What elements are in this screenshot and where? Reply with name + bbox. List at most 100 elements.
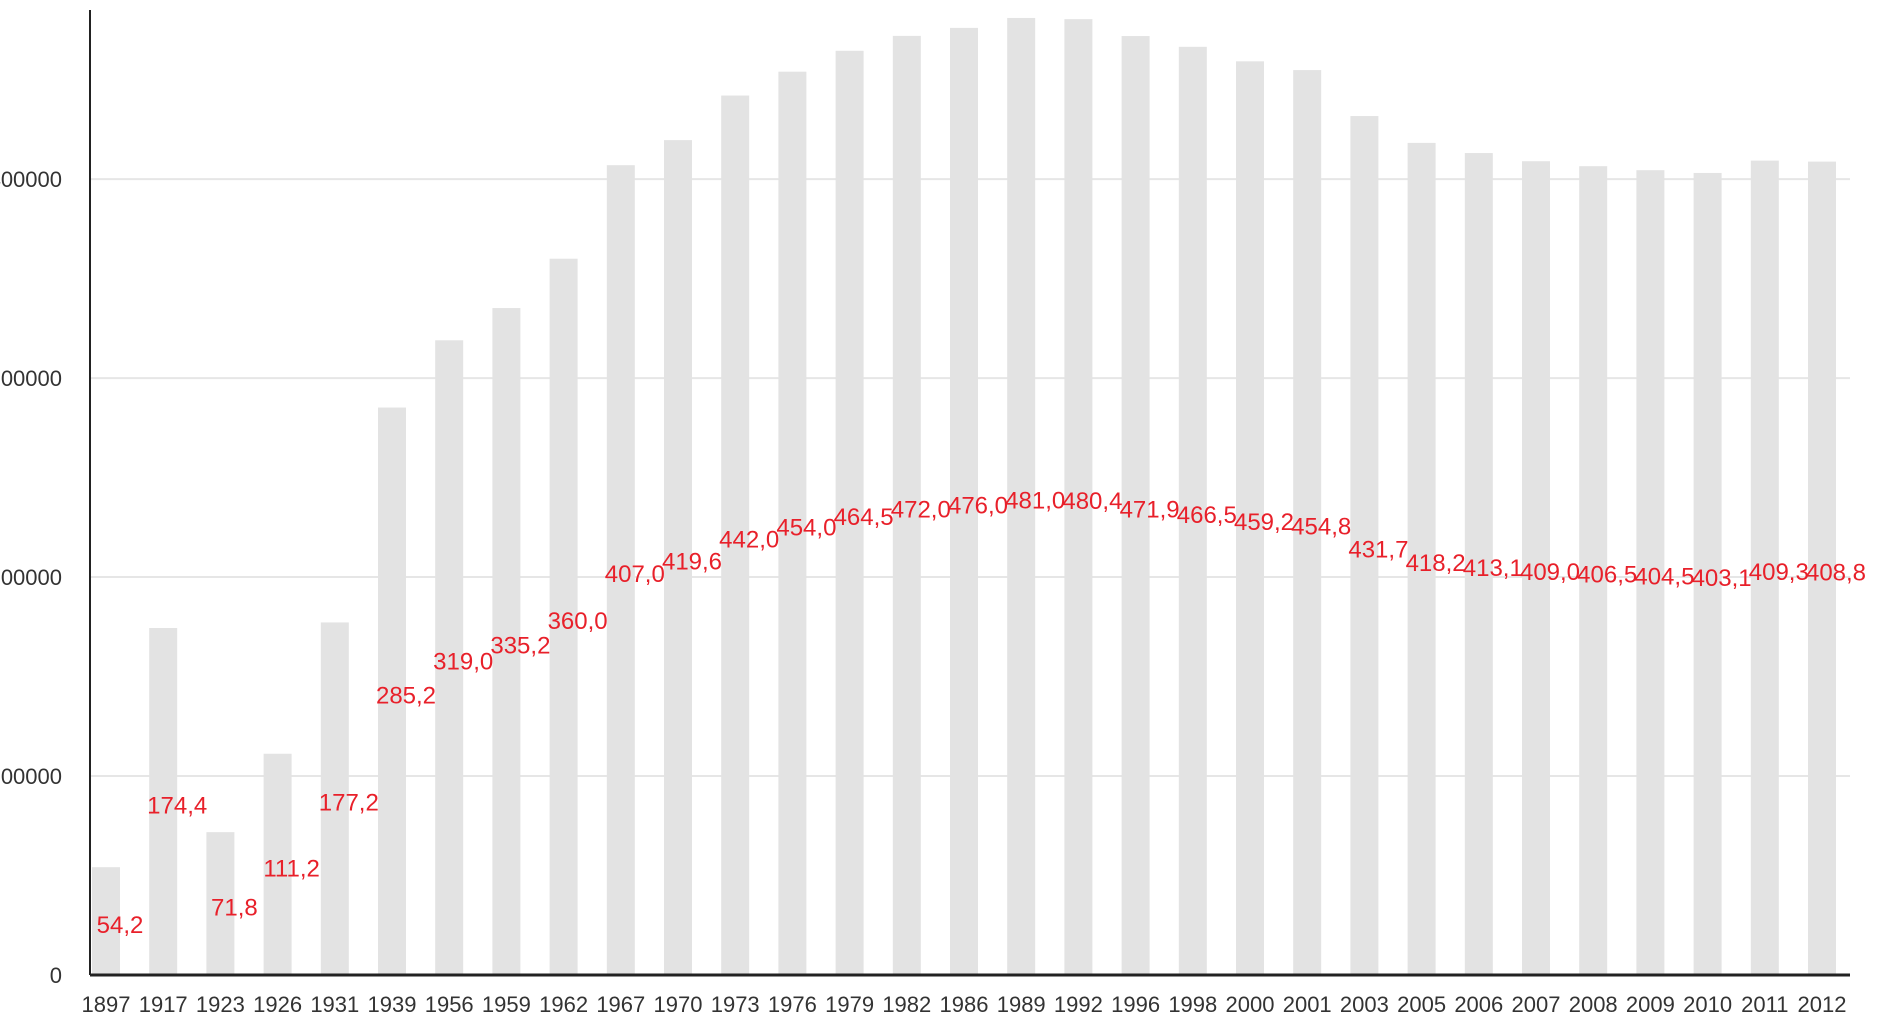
x-tick-label: 1967 <box>596 992 645 1017</box>
bar <box>1464 153 1493 975</box>
data-label: 404,5 <box>1634 564 1694 591</box>
x-tick-label: 1970 <box>654 992 703 1017</box>
bar <box>320 622 349 975</box>
bar <box>92 867 120 975</box>
data-label: 454,8 <box>1291 514 1351 541</box>
bar <box>778 71 807 975</box>
bar <box>492 308 521 975</box>
data-label: 54,2 <box>97 912 144 939</box>
y-tick-label: 300000 <box>0 366 62 391</box>
y-tick-label: 0 <box>50 963 62 988</box>
x-tick-label: 1962 <box>539 992 588 1017</box>
data-label: 285,2 <box>376 682 436 709</box>
data-label: 442,0 <box>719 526 779 553</box>
data-label: 413,1 <box>1463 555 1523 582</box>
bar <box>435 340 464 975</box>
x-tick-label: 1926 <box>253 992 302 1017</box>
x-tick-label: 1917 <box>139 992 188 1017</box>
data-label: 419,6 <box>662 549 722 576</box>
x-tick-label: 2006 <box>1454 992 1503 1017</box>
x-tick-label: 1989 <box>997 992 1046 1017</box>
data-label: 335,2 <box>490 633 550 660</box>
data-label: 174,4 <box>147 792 207 819</box>
x-tick-label: 1976 <box>768 992 817 1017</box>
x-tick-label: 2009 <box>1626 992 1675 1017</box>
bar <box>1350 116 1379 975</box>
x-tick-label: 1959 <box>482 992 531 1017</box>
bar <box>1579 166 1608 975</box>
bar <box>1750 160 1779 976</box>
data-label: 408,8 <box>1806 559 1866 586</box>
x-tick-label: 1897 <box>82 992 131 1017</box>
data-label: 418,2 <box>1406 550 1466 577</box>
bar <box>892 35 921 976</box>
data-label: 111,2 <box>263 855 320 882</box>
bar <box>378 407 406 976</box>
x-tick-label: 1996 <box>1111 992 1160 1017</box>
x-tick-label: 1931 <box>310 992 359 1017</box>
x-tick-label: 2008 <box>1569 992 1618 1017</box>
bars <box>92 17 1836 976</box>
data-label: 472,0 <box>891 496 951 523</box>
bar <box>1236 61 1264 975</box>
bar <box>1407 142 1436 975</box>
x-tick-label: 1982 <box>882 992 931 1017</box>
x-tick-label: 2001 <box>1283 992 1332 1017</box>
x-tick-label: 1939 <box>368 992 417 1017</box>
x-tick-label: 1986 <box>940 992 989 1017</box>
bar <box>1178 46 1207 976</box>
bar <box>1007 17 1036 976</box>
data-label: 319,0 <box>433 649 493 676</box>
bar <box>835 50 864 976</box>
bar <box>950 27 978 975</box>
data-label: 406,5 <box>1577 562 1637 589</box>
bar <box>206 832 235 975</box>
data-label: 480,4 <box>1062 488 1122 515</box>
data-label: 454,0 <box>776 514 836 541</box>
x-tick-label: 1979 <box>825 992 874 1017</box>
data-label: 403,1 <box>1692 565 1752 592</box>
bar <box>664 140 692 975</box>
bar <box>1522 161 1550 975</box>
x-tick-label: 2007 <box>1512 992 1561 1017</box>
data-label: 177,2 <box>319 790 379 817</box>
x-tick-labels: 1897 1917 1923 1926 1931 1939 1956 1959 1962 1967… <box>82 992 1847 1017</box>
y-tick-label: 400000 <box>0 167 62 192</box>
data-label: 409,0 <box>1520 559 1580 586</box>
y-tick-label: 100000 <box>0 764 62 789</box>
bar <box>149 627 178 975</box>
data-label: 471,9 <box>1120 497 1180 524</box>
x-tick-label: 2010 <box>1683 992 1732 1017</box>
x-tick-label: 2003 <box>1340 992 1389 1017</box>
data-label: 71,8 <box>211 895 258 922</box>
bar <box>1121 36 1150 976</box>
x-tick-label: 1923 <box>196 992 245 1017</box>
data-label: 466,5 <box>1177 502 1237 529</box>
data-label: 360,0 <box>548 608 608 635</box>
data-label: 409,3 <box>1749 559 1809 586</box>
x-tick-label: 1992 <box>1054 992 1103 1017</box>
bar <box>549 258 578 976</box>
x-tick-label: 2011 <box>1741 992 1788 1017</box>
data-label: 431,7 <box>1348 537 1408 564</box>
x-tick-label: 1998 <box>1168 992 1217 1017</box>
bar <box>721 95 750 975</box>
x-tick-label: 1956 <box>425 992 474 1017</box>
x-tick-label: 2000 <box>1226 992 1275 1017</box>
bar <box>1693 172 1722 975</box>
data-label: 459,2 <box>1234 509 1294 536</box>
x-tick-label: 2012 <box>1798 992 1847 1017</box>
bar <box>1808 161 1836 975</box>
data-label: 464,5 <box>834 504 894 531</box>
x-tick-label: 1973 <box>711 992 760 1017</box>
bar <box>606 165 635 976</box>
bar <box>1636 170 1665 975</box>
bar <box>1293 70 1322 975</box>
bar <box>263 753 292 975</box>
y-tick-label: 200000 <box>0 565 62 590</box>
bar <box>1064 19 1093 975</box>
data-label: 481,0 <box>1005 487 1065 514</box>
x-tick-label: 2005 <box>1397 992 1446 1017</box>
